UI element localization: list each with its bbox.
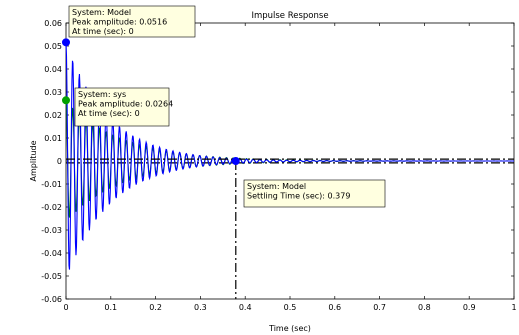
y-tick-label: 0.03 [44, 88, 62, 97]
datatip-text: System: Model [72, 8, 131, 17]
x-tick-label: 0 [63, 303, 68, 312]
x-tick-label: 0.2 [149, 303, 162, 312]
y-tick-label: -0.05 [41, 272, 62, 281]
series-line-model [65, 42, 514, 270]
x-tick-label: 0.9 [463, 303, 476, 312]
x-tick-label: 0.3 [194, 303, 207, 312]
marker-model [231, 157, 240, 165]
datatip-text: At time (sec): 0 [72, 27, 134, 36]
y-tick-label: -0.04 [41, 249, 62, 258]
y-tick-label: 0.02 [44, 111, 62, 120]
datatip-box [243, 179, 386, 208]
datatip-text: Peak amplitude: 0.0264 [78, 100, 173, 109]
chart-title: Impulse Response [251, 11, 328, 21]
y-tick-label: -0.01 [41, 180, 62, 189]
x-tick-label: 1 [511, 303, 516, 312]
x-tick-label: 0.5 [284, 303, 297, 312]
y-tick-label: 0.06 [44, 19, 62, 28]
x-tick-label: 0.7 [373, 303, 386, 312]
x-tick-label: 0.6 [328, 303, 341, 312]
datatip-text: Peak amplitude: 0.0516 [72, 18, 167, 27]
marker-sys [62, 96, 70, 105]
y-tick-label: 0.05 [44, 42, 62, 51]
x-axis-label: Time (sec) [268, 324, 311, 333]
y-tick-label: -0.03 [41, 226, 62, 235]
y-axis-ticks: 0.06 0.05 0.04 0.03 0.02 0.01 0 -0.01 -0.02 -0.03… [41, 19, 514, 304]
datatip-box [74, 87, 170, 127]
x-tick-label: 0.1 [104, 303, 117, 312]
marker-model [62, 38, 70, 47]
datatip-text: System: sys [78, 90, 126, 99]
y-tick-label: 0 [57, 157, 62, 166]
datatip-text: System: Model [247, 182, 306, 191]
x-tick-label: 0.8 [418, 303, 431, 312]
y-axis-label: Amplitude [29, 140, 38, 181]
y-tick-label: -0.02 [41, 203, 62, 212]
y-tick-label: 0.01 [44, 134, 62, 143]
datatip-text: Settling Time (sec): 0.379 [247, 192, 350, 201]
datatip-text: At time (sec): 0 [78, 109, 140, 118]
series-layer [65, 42, 514, 270]
x-tick-label: 0.4 [239, 303, 252, 312]
y-tick-label: 0.04 [44, 65, 62, 74]
marker-layer [62, 38, 240, 165]
x-axis-ticks: 0 0.1 0.2 0.3 0.4 0.5 0.6 0.7 0.8 0.9 1 [63, 23, 517, 312]
datatip-box [68, 5, 196, 38]
y-tick-label: -0.06 [41, 295, 62, 304]
